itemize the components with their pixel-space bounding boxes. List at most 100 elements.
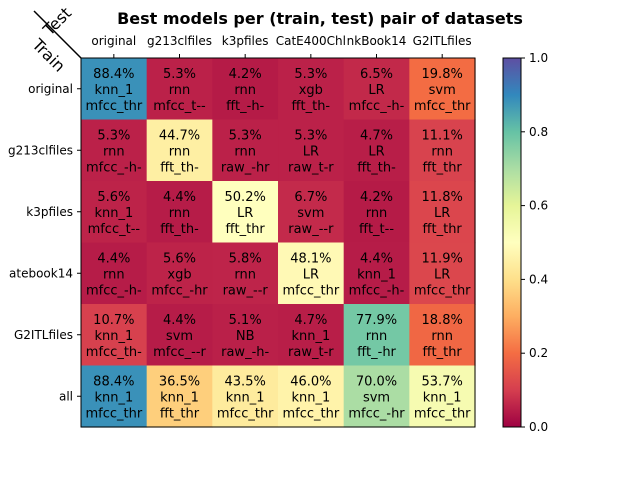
cell-label: svm: [429, 83, 456, 98]
heatmap-cell: [81, 365, 148, 428]
cell-label: 43.5%: [225, 374, 266, 389]
cell-label: knn_1: [291, 329, 330, 344]
colorbar-tick-label: 0.6: [529, 199, 548, 213]
y-axis-ticks: original g213clfiles k3pfiles atebook14 G2IT…: [8, 82, 81, 403]
cell-label: rnn: [169, 144, 191, 159]
cell-label: 44.7%: [159, 128, 200, 143]
corner-diagonal: [33, 10, 82, 59]
cell-label: rnn: [234, 267, 256, 282]
colorbar-tick-label: 0.2: [529, 346, 548, 360]
heatmap-cell: [278, 365, 345, 428]
cell-label: 5.3%: [163, 67, 196, 82]
colorbar-ticks: 0.0 0.2 0.4 0.6 0.8 1.0: [521, 51, 548, 434]
cell-label: raw_t-r: [288, 345, 334, 360]
heatmap-cell: [146, 304, 213, 367]
colorbar-tick-label: 0.8: [529, 125, 548, 139]
cell-label: 4.4%: [163, 313, 196, 328]
cell-label: 4.2%: [360, 190, 393, 205]
heatmap-cell: [409, 365, 476, 428]
cell-label: 5.1%: [229, 313, 262, 328]
cell-label: mfcc_thr: [414, 406, 471, 421]
heatmap-cell: [81, 119, 148, 182]
cell-label: 48.1%: [290, 251, 331, 266]
cell-label: mfcc_-hr: [348, 406, 405, 421]
cell-label: rnn: [366, 329, 388, 344]
cell-label: svm: [363, 390, 390, 405]
colorbar-tick-label: 0.4: [529, 272, 548, 286]
heatmap-cell: [278, 58, 345, 121]
heatmap-cell: [409, 58, 476, 121]
cell-label: 88.4%: [93, 374, 134, 389]
heatmap-cell: [81, 58, 148, 121]
heatmap-cell: [278, 181, 345, 244]
colorbar-gradient: [503, 58, 521, 427]
heatmap-cell: [409, 119, 476, 182]
cell-label: 6.5%: [360, 67, 393, 82]
heatmap-cell: [278, 304, 345, 367]
heatmap-cell: [146, 365, 213, 428]
cell-label: rnn: [169, 206, 191, 221]
cell-label: 4.4%: [360, 251, 393, 266]
heatmap-cell: [343, 365, 410, 428]
heatmap-cell: [146, 242, 213, 305]
cell-label: 11.9%: [422, 251, 463, 266]
cell-label: 5.3%: [294, 67, 327, 82]
cell-label: LR: [368, 144, 384, 159]
x-axis-ticks: original g213clfiles k3pfiles CatE400Chl nkB…: [91, 34, 472, 58]
cell-label: fft_thr: [423, 345, 463, 360]
heatmap-cell: [146, 58, 213, 121]
x-tick-label: g213clfiles: [147, 34, 212, 48]
heatmap-cell: [343, 181, 410, 244]
cell-label: knn_1: [94, 206, 133, 221]
cell-label: rnn: [103, 267, 125, 282]
chart-title: Best models per (train, test) pair of da…: [117, 9, 523, 28]
cell-label: 70.0%: [356, 374, 397, 389]
cell-label: fft_th-: [160, 222, 199, 237]
x-tick-label: CatE400Chl: [276, 34, 346, 48]
heatmap-cell: [81, 242, 148, 305]
cell-label: 4.7%: [360, 128, 393, 143]
cell-label: mfcc_thr: [282, 406, 339, 421]
y-tick-label: all: [59, 389, 73, 403]
cell-label: 19.8%: [422, 67, 463, 82]
y-tick-label: k3pfiles: [26, 205, 73, 219]
cell-label: mfcc_t--: [88, 222, 141, 237]
cell-label: 53.7%: [422, 374, 463, 389]
heatmap-frame: [80, 57, 476, 428]
cell-label: xgb: [167, 267, 191, 282]
cell-label: fft_th-: [292, 99, 331, 114]
y-tick-label: g213clfiles: [8, 143, 73, 157]
cell-label: svm: [297, 206, 324, 221]
cell-label: 50.2%: [225, 190, 266, 205]
cell-label: LR: [303, 267, 319, 282]
cell-label: raw_t-r: [288, 160, 334, 175]
heatmap-cell: [146, 119, 213, 182]
cell-label: xgb: [299, 83, 323, 98]
heatmap-cell: [278, 242, 345, 305]
cell-label: rnn: [169, 83, 191, 98]
cell-label: fft_t--: [359, 222, 394, 237]
cell-label: svm: [166, 329, 193, 344]
cell-label: fft_th-: [357, 160, 396, 175]
heatmap-cell: [409, 242, 476, 305]
cell-label: 5.6%: [97, 190, 130, 205]
cell-label: LR: [368, 83, 384, 98]
cell-label: 5.3%: [229, 128, 262, 143]
heatmap-cell: [343, 304, 410, 367]
heatmap-cell: [343, 119, 410, 182]
cell-label: LR: [237, 206, 253, 221]
cell-label: mfcc_thr: [414, 283, 471, 298]
cell-label: knn_1: [423, 390, 462, 405]
corner-label-test: Test: [39, 3, 75, 39]
cell-label: raw_--r: [223, 283, 269, 298]
cell-label: 4.2%: [229, 67, 262, 82]
cell-label: 4.4%: [163, 190, 196, 205]
cell-label: mfcc_-hr: [151, 283, 208, 298]
cell-label: mfcc_th-: [86, 345, 142, 360]
cell-label: fft_-h-: [226, 99, 264, 114]
cell-label: fft_thr: [423, 222, 463, 237]
cell-label: mfcc_thr: [282, 283, 339, 298]
cell-label: raw_--r: [288, 222, 334, 237]
heatmap-cell: [81, 181, 148, 244]
cell-label: mfcc_--r: [153, 345, 206, 360]
